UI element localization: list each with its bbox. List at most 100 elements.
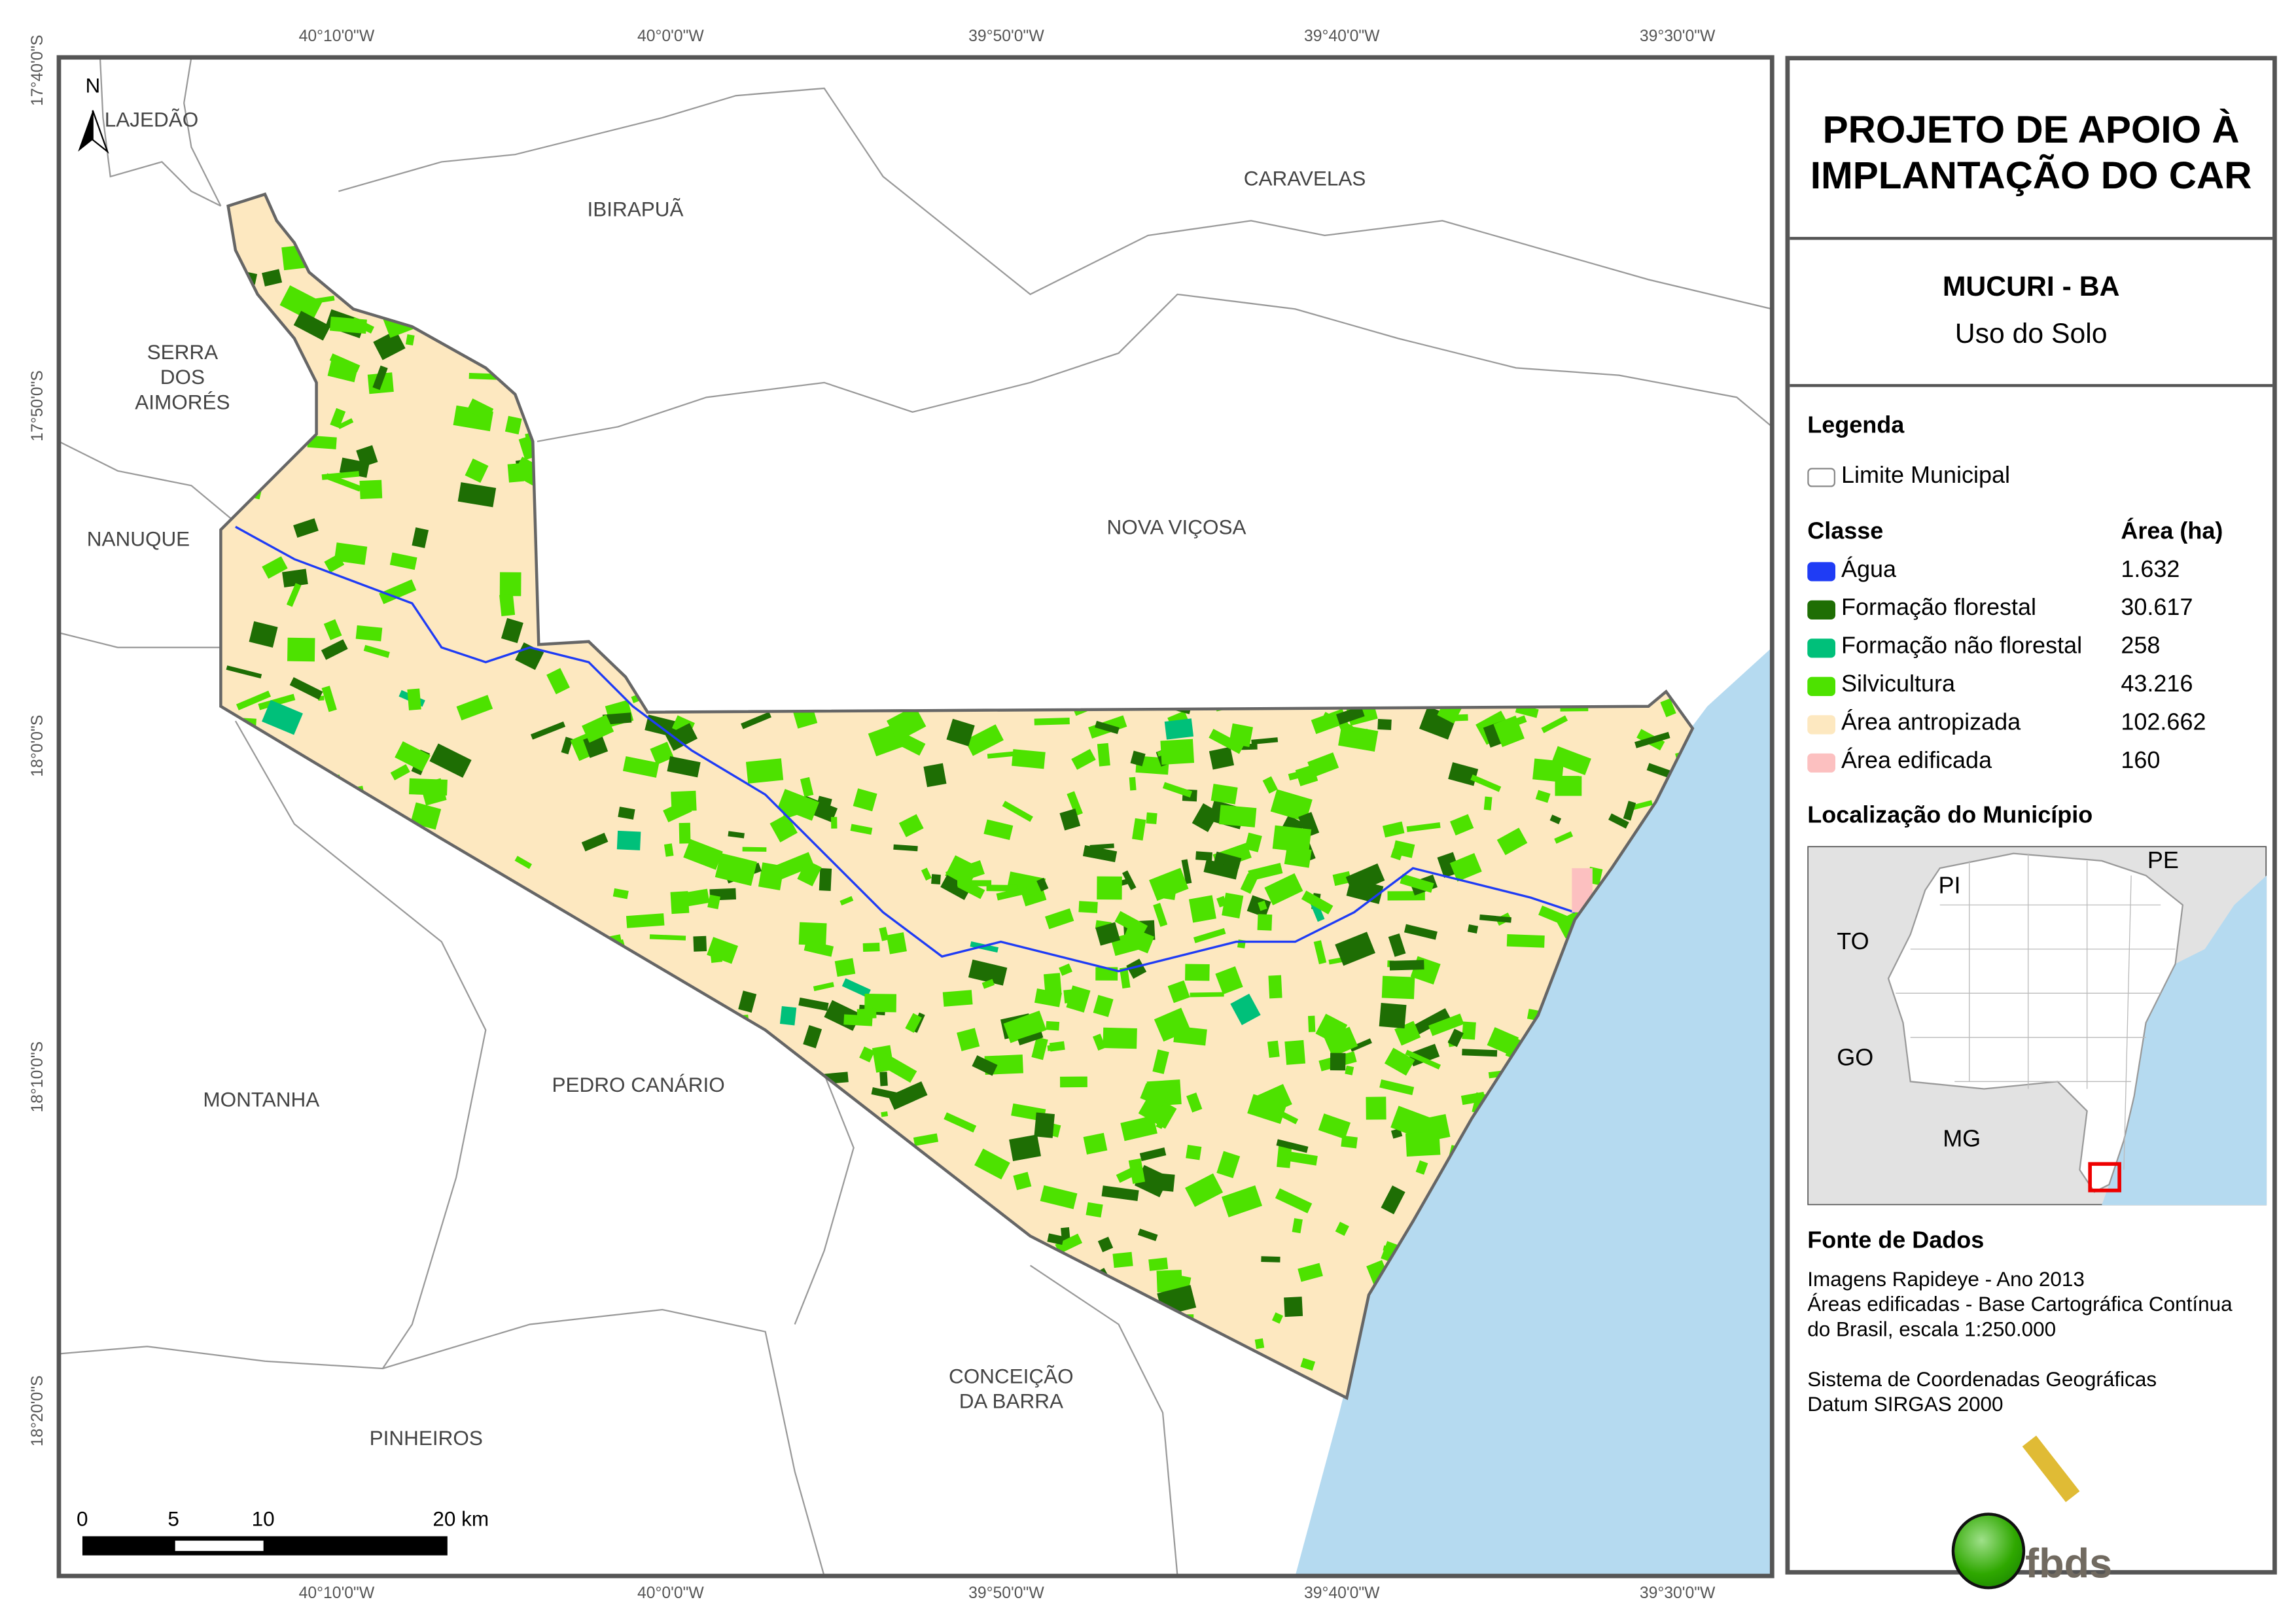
land-cover-patch xyxy=(859,1046,875,1063)
legend-class-row: Área antropizada xyxy=(1807,710,2021,737)
land-cover-patch xyxy=(1261,1256,1280,1263)
land-cover-patch xyxy=(419,778,447,806)
legend-class-row: Água xyxy=(1807,558,1896,584)
land-cover-patch xyxy=(987,751,1016,759)
land-cover-patch xyxy=(258,693,296,710)
land-cover-patch xyxy=(1262,776,1278,794)
land-cover-patch xyxy=(410,802,442,830)
land-cover-patch xyxy=(1059,1076,1087,1088)
land-cover-patch xyxy=(679,822,691,844)
land-cover-patch xyxy=(1214,851,1242,869)
class-label: Silvicultura xyxy=(1841,672,1956,698)
land-cover-patch xyxy=(1216,1151,1241,1179)
land-cover-patch xyxy=(1155,1173,1175,1192)
land-cover-patch xyxy=(1003,1010,1047,1043)
land-cover-patch xyxy=(1103,1027,1137,1049)
land-cover-patch xyxy=(1467,924,1479,934)
legend-class-row: Área edificada xyxy=(1807,749,1992,775)
land-cover-patch xyxy=(1388,933,1406,957)
land-cover-patch xyxy=(728,831,745,839)
land-cover-patch xyxy=(504,415,522,435)
land-cover-patch xyxy=(287,637,315,662)
land-cover-patch xyxy=(1089,843,1114,850)
legend-panel: PROJETO DE APOIO À IMPLANTAÇÃO DO CAR MU… xyxy=(1785,56,2277,1590)
land-cover-patch xyxy=(1130,750,1146,767)
land-cover-patch xyxy=(1036,877,1049,892)
land-cover-patch xyxy=(293,518,319,538)
land-cover-patch xyxy=(279,285,323,322)
land-cover-patch xyxy=(306,296,335,305)
land-cover-patch xyxy=(1335,932,1375,966)
land-cover-patch xyxy=(853,788,877,812)
land-cover-patch xyxy=(972,1055,998,1076)
land-cover-patch xyxy=(499,572,521,597)
land-cover-patch xyxy=(663,799,692,823)
land-cover-patch xyxy=(1031,1036,1048,1060)
land-cover-patch xyxy=(673,888,710,909)
lon-label: 39°30'0"W xyxy=(1639,1584,1716,1603)
land-cover-patch xyxy=(1013,1172,1032,1191)
area-header: Área (ha) xyxy=(2121,519,2223,545)
land-cover-patch xyxy=(649,934,686,941)
land-cover-patch xyxy=(262,556,288,579)
land-cover-patch xyxy=(913,1133,939,1146)
land-cover-patch xyxy=(407,688,421,710)
land-cover-patch xyxy=(940,875,971,900)
scale-label: 10 xyxy=(251,1507,275,1531)
land-cover-patch xyxy=(1066,985,1091,1013)
land-cover-patch xyxy=(1248,863,1283,881)
land-cover-patch xyxy=(514,856,533,869)
place-label: CONCEIÇÃO DA BARRA xyxy=(948,1364,1074,1413)
land-cover-patch xyxy=(888,1081,928,1110)
source-line: do Brasil, escala 1:250.000 xyxy=(1807,1317,2057,1341)
land-cover-patch xyxy=(1034,1112,1055,1138)
land-cover-patch xyxy=(286,583,302,607)
place-label: LAJEDÃO xyxy=(104,107,199,131)
land-cover-patch xyxy=(1551,746,1591,775)
land-cover-patch xyxy=(1146,812,1157,824)
class-swatch xyxy=(1807,714,1836,734)
land-cover-patch xyxy=(1448,762,1479,786)
land-cover-patch xyxy=(1535,790,1551,803)
land-cover-patch xyxy=(665,723,698,751)
land-cover-patch xyxy=(1390,1128,1403,1139)
lon-label: 39°50'0"W xyxy=(968,1584,1044,1603)
land-cover-patch xyxy=(1634,731,1670,748)
class-swatch xyxy=(1807,561,1836,581)
land-cover-patch xyxy=(1055,1233,1083,1254)
class-swatch xyxy=(1807,752,1836,772)
boundary-swatch xyxy=(1807,467,1836,487)
land-cover-patch xyxy=(1157,742,1186,757)
land-cover-patch xyxy=(693,935,707,952)
land-cover-patch xyxy=(456,695,493,721)
land-cover-patch xyxy=(405,334,415,346)
land-cover-patch xyxy=(355,625,383,642)
land-cover-patch xyxy=(968,959,1008,986)
land-cover-patch xyxy=(616,830,641,850)
land-cover-patch xyxy=(1381,1185,1405,1215)
land-cover-patch xyxy=(1195,851,1212,861)
land-cover-patch xyxy=(1185,964,1210,981)
scale-label: 5 xyxy=(168,1507,179,1531)
source-line: Áreas edificadas - Base Cartográfica Con… xyxy=(1807,1291,2233,1316)
land-cover-patch xyxy=(1341,728,1369,742)
land-cover-patch xyxy=(830,816,838,829)
state-label: TO xyxy=(1837,928,1869,954)
crs-line: Datum SIRGAS 2000 xyxy=(1807,1391,2004,1416)
land-cover-patch xyxy=(289,677,323,700)
land-cover-patch xyxy=(798,922,827,946)
class-area: 1.632 xyxy=(2121,557,2180,583)
land-cover-patch xyxy=(1264,873,1303,905)
land-cover-patch xyxy=(546,668,570,695)
land-cover-patch xyxy=(1093,994,1114,1017)
land-cover-patch xyxy=(612,888,629,899)
legend-class-row: Formação não florestal xyxy=(1807,634,2082,660)
land-cover-patch xyxy=(1122,870,1137,890)
land-cover-patch xyxy=(1549,814,1562,824)
land-cover-patch xyxy=(1506,934,1545,948)
land-cover-patch xyxy=(1215,966,1243,995)
land-cover-patch xyxy=(293,311,331,341)
lon-label: 39°30'0"W xyxy=(1639,27,1716,46)
land-cover-patch xyxy=(775,852,815,880)
